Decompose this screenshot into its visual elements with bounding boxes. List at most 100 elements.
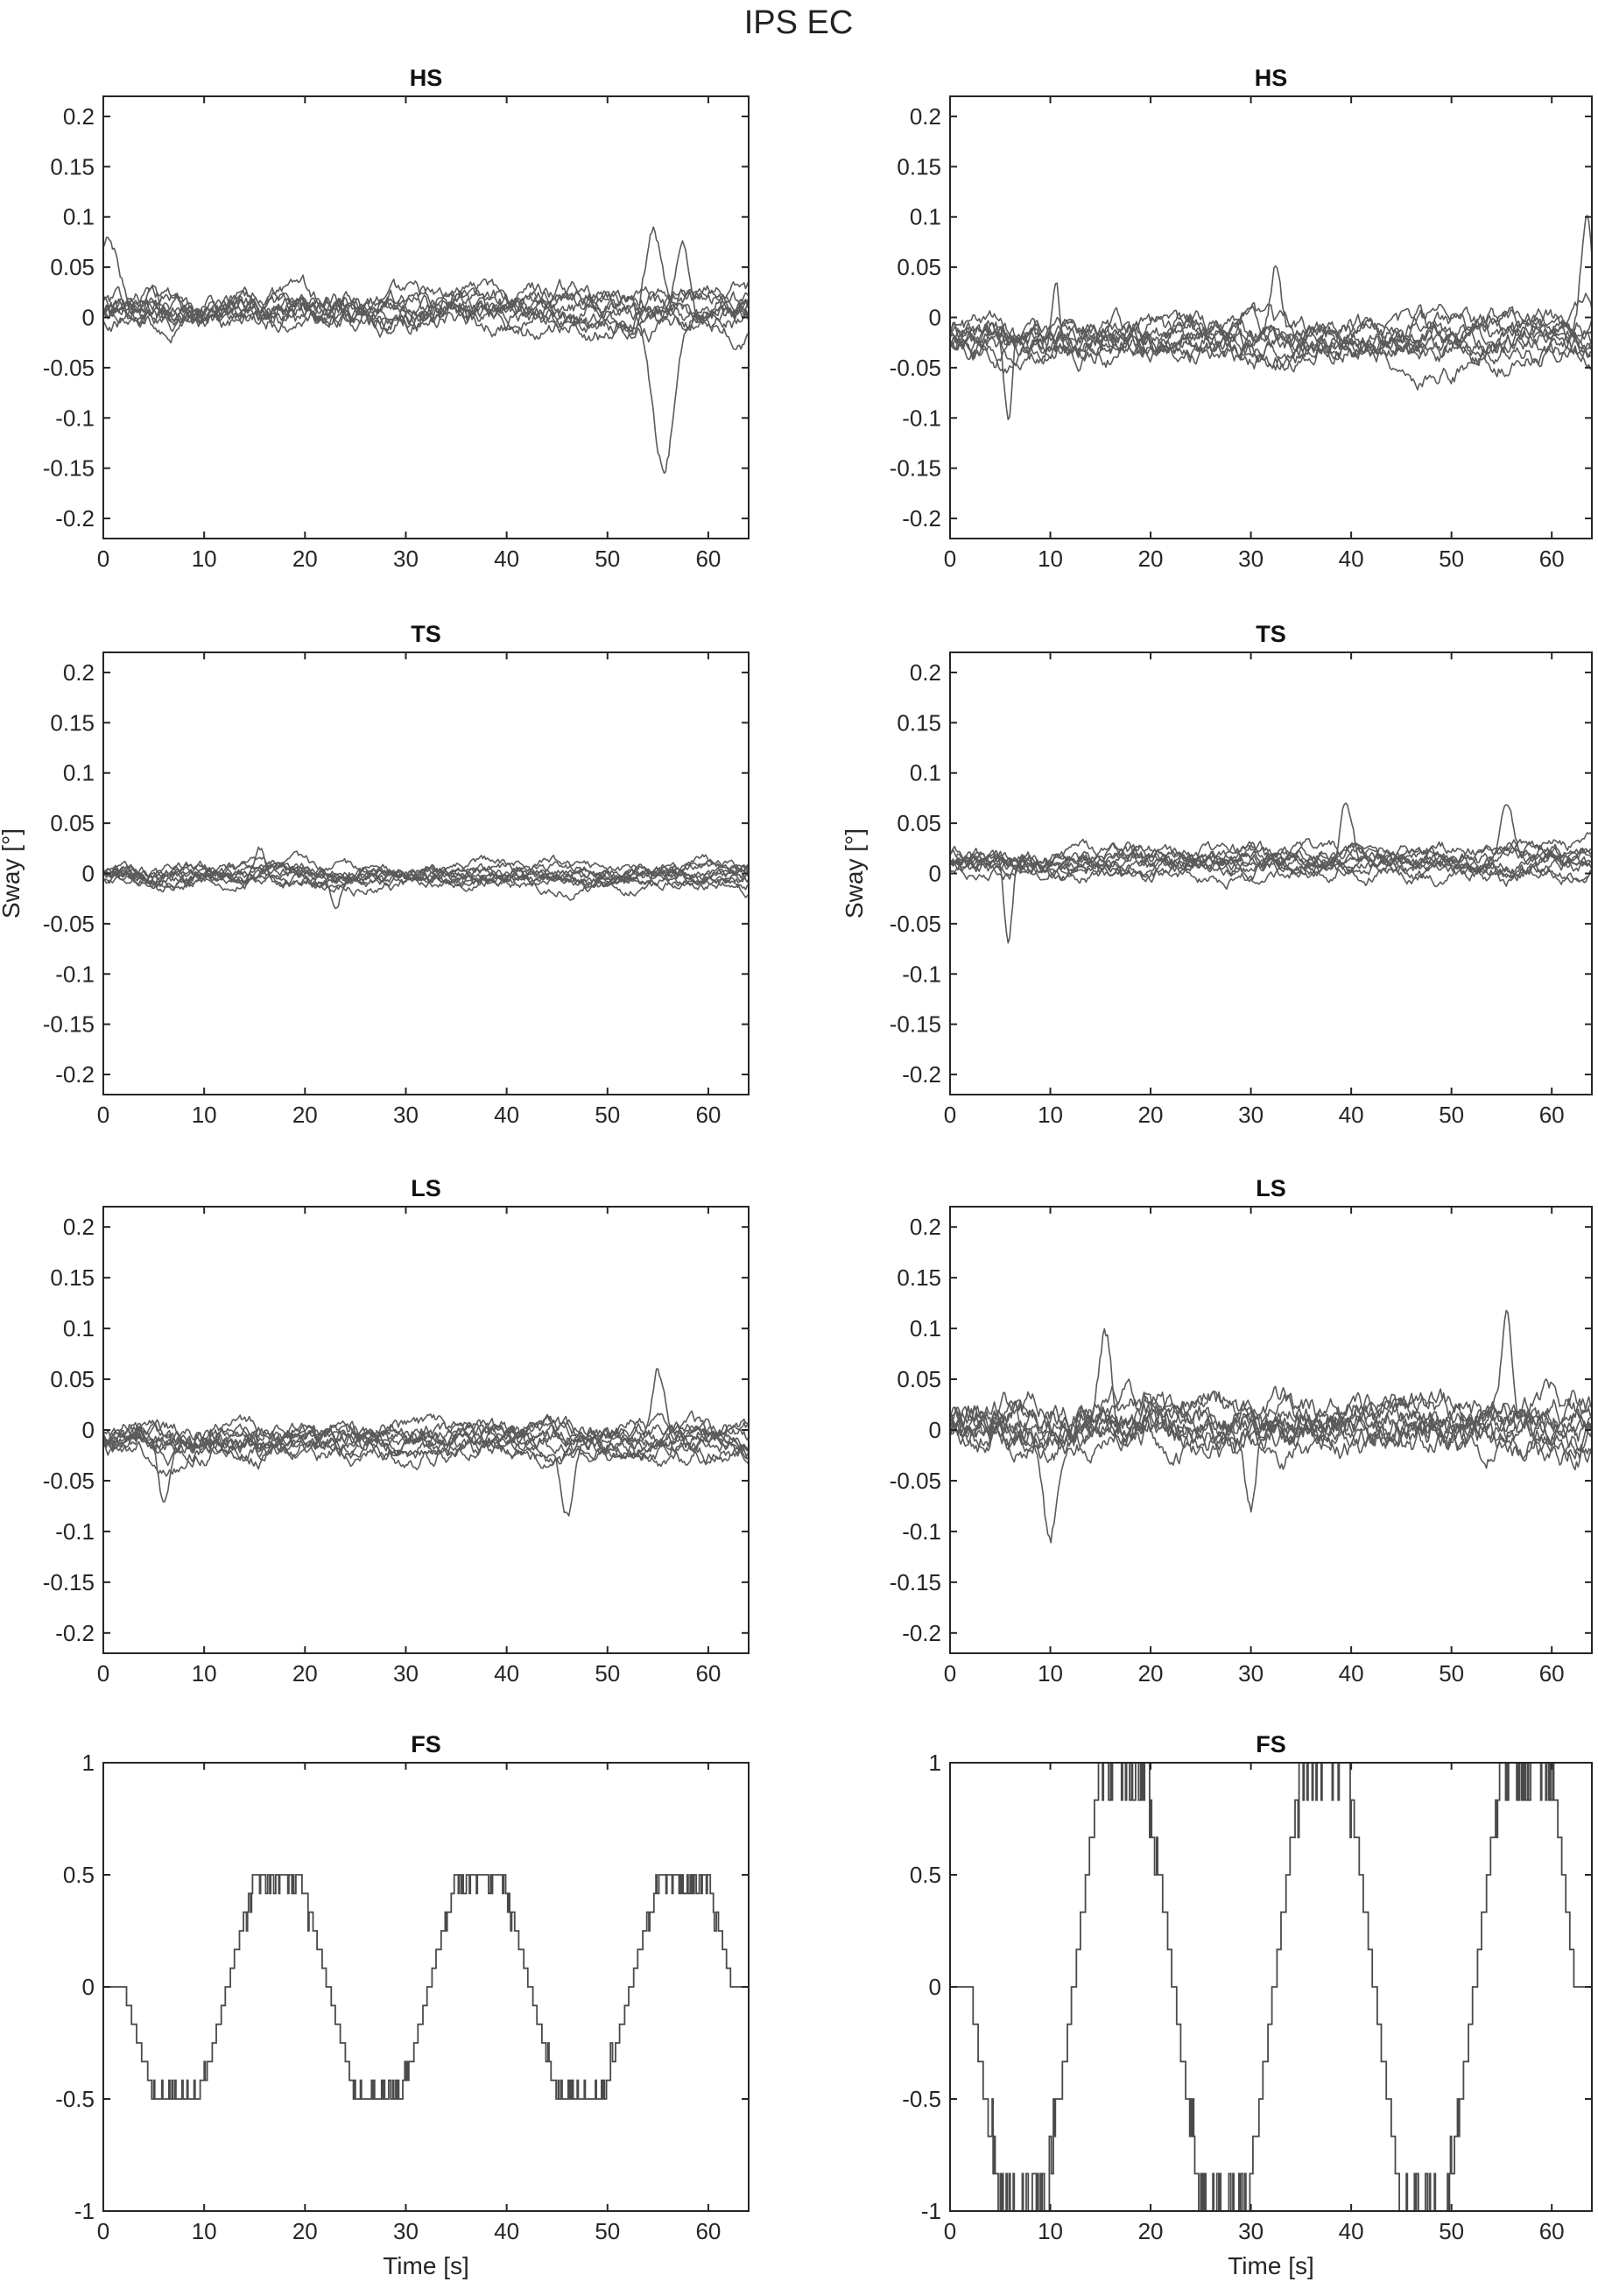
subplot-title: LS [411,1175,441,1201]
subplot-fs-left: FS 0 10 20 30 40 50 60 1 0.5 0 -0.5 -1 Time [s] [55,1731,750,2279]
x-tick-label: 0 [97,1102,109,1128]
y-tick-label: -0.1 [902,1518,941,1545]
stimulus-series [950,1763,1592,2211]
subplot-ls-right: LS 0 10 20 30 40 50 60 0.2 0.15 0.1 0.05 0 -0.05 -0.1 -… [890,1175,1593,1687]
subplot-hs-right: HS 0 10 20 30 40 50 60 0.2 0.15 0.1 0.05 0 -0.05 -0.1 -… [890,65,1593,572]
sway-series [950,804,1592,891]
y-tick-label: 0.1 [63,760,95,786]
y-tick-label: -0.15 [43,1011,95,1038]
y-axis-label: Sway [°] [841,828,868,919]
y-tick-label: -0.5 [902,2086,941,2112]
y-tick-label: -0.05 [890,911,941,937]
x-axis-label: Time [s] [383,2252,469,2279]
x-tick-label: 50 [595,1102,620,1128]
x-tick-label: 20 [1138,2218,1164,2244]
y-tick-label: -0.1 [55,1518,95,1545]
y-tick-label: 0.15 [897,1264,941,1291]
x-tick-label: 50 [595,2218,620,2244]
y-tick-label: -0.1 [55,405,95,431]
x-tick-label: 50 [1439,1660,1464,1687]
series-group [950,1763,1592,2211]
sway-series [103,846,749,890]
y-tick-label: 1 [929,1750,941,1776]
sway-series [950,1391,1592,1452]
y-tick-label: -0.05 [43,911,95,937]
x-tick-label: 10 [1038,1102,1063,1128]
sway-series [103,1413,749,1466]
y-tick-label: 0 [929,1974,941,2000]
series-group [103,226,749,475]
x-tick-label: 40 [1339,1102,1364,1128]
subplot-title: HS [410,65,443,91]
y-tick-label: 0.5 [63,1862,95,1888]
x-tick-label: 30 [1238,1660,1264,1687]
x-tick-label: 0 [944,1102,956,1128]
x-tick-label: 30 [1238,2218,1264,2244]
x-tick-label: 30 [1238,1102,1264,1128]
sway-series [103,1414,749,1503]
sway-series [103,285,749,331]
y-tick-label: 0.15 [50,1264,95,1291]
x-tick-label: 30 [393,546,419,572]
stimulus-series [103,1874,749,2100]
sway-series [103,860,749,887]
sway-series [103,1421,749,1462]
sway-series [103,860,749,892]
y-tick-label: 0.2 [63,103,95,130]
sway-series [950,848,1592,881]
y-tick-label: 0.1 [910,204,941,230]
subplot-title: HS [1255,65,1288,91]
x-tick-label: 50 [1439,546,1464,572]
y-tick-label: 0 [82,305,95,331]
y-tick-label: 0.2 [63,659,95,686]
x-tick-label: 0 [97,2218,109,2244]
x-tick-label: 30 [1238,546,1264,572]
x-tick-label: 40 [1339,2218,1364,2244]
x-tick-label: 10 [1038,2218,1063,2244]
x-tick-label: 0 [944,546,956,572]
y-tick-label: 0.1 [63,204,95,230]
subplot-title: TS [411,621,441,647]
x-tick-label: 60 [1539,1660,1565,1687]
y-tick-label: 0.05 [897,1366,941,1392]
y-tick-label: 0 [82,861,95,887]
sway-series [103,285,749,338]
x-tick-label: 0 [97,546,109,572]
y-tick-label: -0.2 [55,505,95,532]
y-tick-label: -0.05 [890,1468,941,1494]
x-tick-label: 60 [695,546,721,572]
subplot-hs-left: HS 0 10 20 30 40 50 60 0.2 0.15 0.1 0.05 0 -0.05 -0.1 -… [43,65,750,572]
x-tick-label: 10 [1038,1660,1063,1687]
x-tick-label: 50 [1439,1102,1464,1128]
y-tick-label: 0.1 [63,1315,95,1342]
y-tick-label: -0.15 [890,1569,941,1595]
y-tick-label: -0.2 [902,1620,941,1646]
x-tick-label: 20 [1138,546,1164,572]
subplot-title: TS [1256,621,1286,647]
x-tick-label: 40 [494,2218,519,2244]
y-tick-label: 0.05 [50,1366,95,1392]
y-tick-label: 0.05 [50,810,95,836]
series-group [950,1309,1592,1544]
x-tick-label: 40 [494,1102,519,1128]
subplot-grid: HS0 10 20 30 40 50 600.20.150.10.050-0.05-0.1-… [0,65,1593,2279]
series-group [103,846,749,910]
y-tick-label: -0.1 [902,961,941,987]
sway-series [103,862,749,897]
subplot-fs-right: FS 0 10 20 30 40 50 60 1 0.5 0 -0.5 -1 Time [s] [902,1731,1593,2279]
x-tick-label: 0 [944,1660,956,1687]
series-group [950,215,1592,420]
sway-series [950,1398,1592,1454]
y-tick-label: 0 [82,1974,95,2000]
y-axis-label: Sway [°] [0,828,25,919]
y-tick-label: -0.2 [902,505,941,532]
y-tick-label: -0.2 [55,1061,95,1088]
y-tick-label: -0.15 [43,1569,95,1595]
x-tick-label: 20 [1138,1660,1164,1687]
sway-series [950,1393,1592,1471]
sway-series [103,1419,749,1471]
x-tick-label: 20 [1138,1102,1164,1128]
y-tick-label: 0 [82,1417,95,1443]
y-tick-label: 0.15 [50,709,95,736]
